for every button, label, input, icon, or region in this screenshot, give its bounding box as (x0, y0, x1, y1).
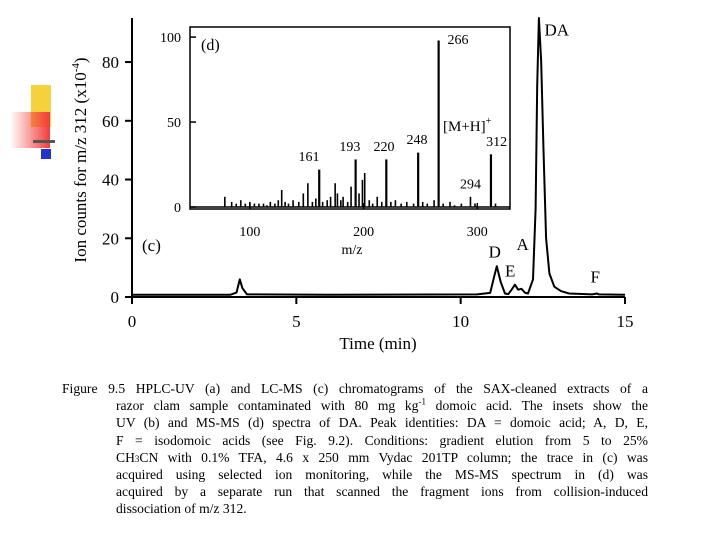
fragment-label-294: 294 (460, 177, 481, 192)
fragment-label-248: 248 (407, 133, 428, 148)
figure-caption: Figure 9.5 HPLC-UV (a) and LC-MS (c) chr… (62, 380, 648, 518)
x-tick-label: 5 (292, 312, 301, 331)
y-axis-title-exponent: -4 (70, 63, 82, 73)
sim-trace-line (132, 17, 626, 296)
y-tick-label: 60 (102, 112, 119, 131)
inset-x-tick-label: 100 (239, 225, 260, 240)
y-tick-label: 80 (102, 53, 119, 72)
peak-label-f: F (590, 267, 599, 286)
caption-line-4: F = isodomoic acids (see Fig. 9.2). Cond… (116, 432, 648, 448)
x-tick-label: 15 (617, 312, 634, 331)
caption-line-2-a: razor clam sample contaminated with 80 m… (116, 398, 419, 414)
caption-line-5: CH3CN with 0.1% TFA, 4.6 x 250 mm Vydac … (62, 449, 648, 466)
inset-x-tick-label: 200 (353, 225, 374, 240)
peak-label-e: E (505, 261, 515, 280)
y-tick-label: 20 (102, 229, 119, 248)
caption-line-3: UV (b) and MS-MS (d) spectra of DA. Peak… (116, 415, 648, 431)
caption-line-2-b: domoic acid. The insets show the (425, 398, 648, 414)
precursor-label-charge: + (486, 116, 492, 127)
x-tick-label: 10 (452, 312, 469, 331)
msms-inset: 0 50 100 100 200 300 161 193 220 248 266 294 312 (… (160, 26, 511, 258)
caption-line-5-a: CH (116, 449, 135, 465)
caption-line-2: razor clam sample contaminated with 80 m… (62, 397, 648, 414)
precursor-label-text: [M+H] (443, 119, 486, 135)
y-axis-title: Ion counts for m/z 312 (x10-4) (70, 57, 90, 262)
peak-label-da: DA (544, 21, 569, 40)
y-tick-label: 0 (111, 288, 120, 307)
fragment-label-312: 312 (486, 135, 507, 150)
caption-line-7: acquired by a separate run that scanned … (116, 484, 648, 500)
decor-blue-square (41, 149, 51, 159)
caption-line-5-sub: 3 (134, 453, 140, 464)
fragment-label-266: 266 (447, 33, 468, 48)
inset-y-tick-label: 100 (160, 31, 181, 46)
y-axis-title-close: ) (71, 57, 90, 63)
precursor-label: [M+H]+ (443, 116, 492, 135)
caption-line-2-sup: -1 (418, 396, 426, 407)
caption-line-1: Figure 9.5 HPLC-UV (a) and LC-MS (c) chr… (62, 381, 648, 396)
panel-label-c: (c) (142, 236, 161, 255)
inset-x-tick-label: 300 (467, 225, 488, 240)
caption-line-5-b: CN with 0.1% TFA, 4.6 x 250 mm Vydac 201… (139, 449, 648, 465)
caption-line-8: dissociation of m/z 312. (116, 501, 247, 517)
fragment-label-220: 220 (374, 140, 395, 155)
inset-x-axis-title: m/z (342, 243, 363, 258)
panel-label-d: (d) (201, 37, 220, 54)
y-axis-title-main: Ion counts for m/z 312 (x10 (71, 72, 90, 262)
x-tick-label: 0 (128, 312, 137, 331)
caption-line-6: acquired using selected ion monitoring, … (116, 467, 648, 483)
chromatogram-figure: 0 20 40 60 80 0 5 10 15 DA DEA F (c) Time (min) I… (70, 17, 634, 353)
peak-label-d: D (489, 242, 501, 261)
peak-label-a: A (517, 235, 530, 254)
x-axis-title: Time (min) (339, 334, 416, 353)
fragment-label-193: 193 (339, 140, 360, 155)
main-chromatogram: 0 20 40 60 80 0 5 10 15 DA DEA F (c) Time (min) I… (70, 17, 634, 353)
y-tick-label: 40 (102, 171, 119, 190)
inset-y-tick-label: 0 (174, 201, 181, 216)
inset-frame (189, 26, 511, 210)
fragment-label-161: 161 (298, 150, 319, 165)
inset-y-tick-label: 50 (167, 116, 181, 131)
decor-dash-line (33, 140, 55, 143)
